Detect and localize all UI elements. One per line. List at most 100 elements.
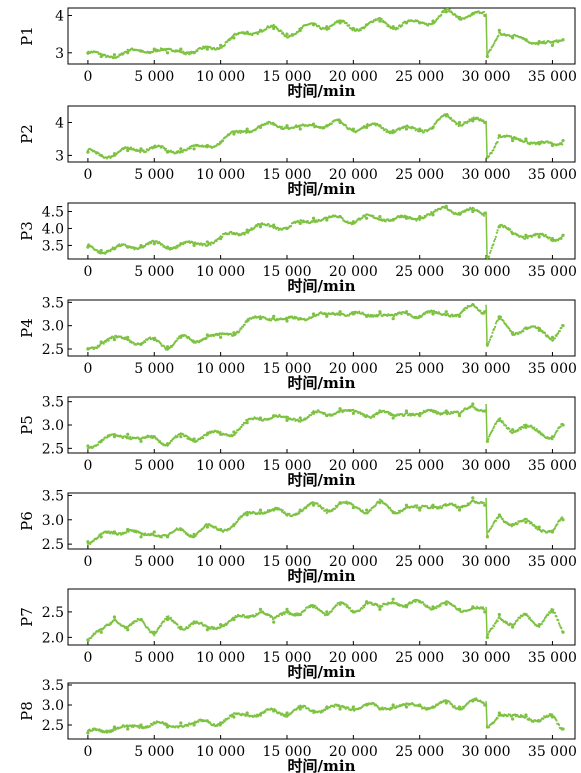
- x-tick-label: 35 000: [528, 458, 577, 474]
- x-tick-label: 25 000: [395, 69, 444, 85]
- trace-dot: [196, 49, 199, 53]
- trace-dot: [388, 132, 391, 135]
- trace-dot: [556, 429, 559, 432]
- trace-dot: [552, 41, 555, 45]
- drop-segment: [485, 211, 488, 258]
- x-tick-label: 10 000: [196, 554, 245, 570]
- data-point-p2: [404, 127, 409, 131]
- trace-dot: [535, 428, 538, 431]
- trace-dot: [494, 235, 497, 238]
- trace-dot: [265, 28, 268, 31]
- trace-dot: [447, 10, 450, 13]
- trace-dot: [471, 118, 474, 121]
- trace-dot: [548, 236, 552, 239]
- trace-dot: [440, 13, 443, 16]
- trace-dot: [197, 720, 200, 724]
- trace-dot: [482, 120, 485, 123]
- data-point-p4: [444, 310, 448, 314]
- x-tick-label: 25 000: [395, 458, 444, 474]
- trace-dot: [381, 605, 384, 608]
- trace-dot: [553, 433, 557, 436]
- x-tick-label: 0: [83, 458, 92, 474]
- trace-dot: [333, 705, 336, 709]
- trace-dot: [494, 322, 497, 325]
- trace-dot: [496, 319, 499, 322]
- trace-dot: [184, 53, 187, 56]
- trace-dot: [97, 250, 100, 253]
- trace-dot: [154, 336, 157, 339]
- trace-dot: [306, 219, 309, 223]
- trace-dot: [300, 613, 303, 616]
- trace-dot: [149, 725, 152, 728]
- x-tick-label: 30 000: [462, 167, 511, 183]
- trace-dot: [163, 146, 166, 150]
- trace-dot: [378, 16, 381, 20]
- x-tick-label: 35 000: [528, 361, 577, 377]
- trace-dot: [454, 121, 457, 124]
- trace-dot: [499, 315, 503, 319]
- trace-dot: [537, 141, 540, 144]
- trace-dot: [416, 128, 419, 131]
- trace-dot: [362, 126, 365, 129]
- data-point-p2: [179, 147, 183, 151]
- data-point-p1: [272, 26, 276, 31]
- x-axis-label: 时间/min: [288, 567, 356, 585]
- trace-dot: [182, 243, 185, 246]
- x-tick-label: 25 000: [395, 361, 444, 377]
- trace-dot: [281, 31, 284, 34]
- plot-frame-3: [67, 202, 576, 260]
- trace-dot: [387, 130, 391, 133]
- trace-dot: [148, 629, 151, 632]
- trace-dot: [522, 426, 525, 429]
- trace-dot: [230, 230, 233, 234]
- trace-dot: [544, 233, 547, 237]
- trace-dot: [490, 152, 493, 155]
- trace-dot: [272, 23, 275, 26]
- trace-dot: [560, 627, 563, 630]
- trace-dot: [385, 22, 388, 25]
- trace-dot: [314, 23, 318, 26]
- trace-dot: [493, 625, 496, 628]
- series-trace-p6: [86, 497, 564, 546]
- trace-dot: [401, 24, 404, 27]
- trace-dot: [489, 249, 492, 252]
- trace-dot: [553, 337, 557, 340]
- x-tick-label: 5 000: [134, 264, 174, 280]
- trace-dot: [413, 127, 416, 130]
- trace-dot: [482, 501, 485, 504]
- trace-dot: [502, 319, 505, 322]
- drop-segment: [485, 403, 488, 442]
- data-point-p3: [192, 243, 196, 248]
- trace-dot: [488, 340, 491, 343]
- trace-dot: [516, 618, 519, 622]
- trace-dot: [433, 210, 436, 213]
- trace-dot: [491, 524, 494, 527]
- series-trace-p8: [86, 697, 564, 734]
- trace-dot: [256, 32, 260, 36]
- trace-dot: [353, 28, 356, 31]
- trace-dot: [182, 50, 185, 53]
- trace-dot: [429, 213, 432, 216]
- trace-dot: [205, 434, 208, 437]
- trace-dot: [559, 425, 562, 428]
- trace-dot: [543, 331, 547, 335]
- trace-dot: [218, 142, 221, 146]
- trace-dot: [345, 22, 348, 25]
- trace-dot: [344, 124, 347, 127]
- trace-dot: [370, 601, 373, 604]
- trace-dot: [117, 55, 120, 58]
- trace-dot: [533, 426, 536, 429]
- y-tick-label: 2.5: [42, 605, 64, 621]
- trace-dot: [163, 620, 166, 623]
- x-axis-label: 时间/min: [288, 82, 356, 100]
- y-tick-label: 4.0: [42, 221, 64, 237]
- trace-dot: [488, 338, 492, 341]
- trace-dot: [334, 507, 337, 510]
- trace-dot: [560, 326, 563, 330]
- trace-dot: [489, 527, 492, 530]
- trace-dot: [209, 243, 212, 246]
- x-tick-label: 5 000: [134, 69, 174, 85]
- trace-dot: [129, 146, 133, 149]
- y-tick-label: 3.0: [42, 513, 64, 529]
- trace-dot: [288, 512, 291, 516]
